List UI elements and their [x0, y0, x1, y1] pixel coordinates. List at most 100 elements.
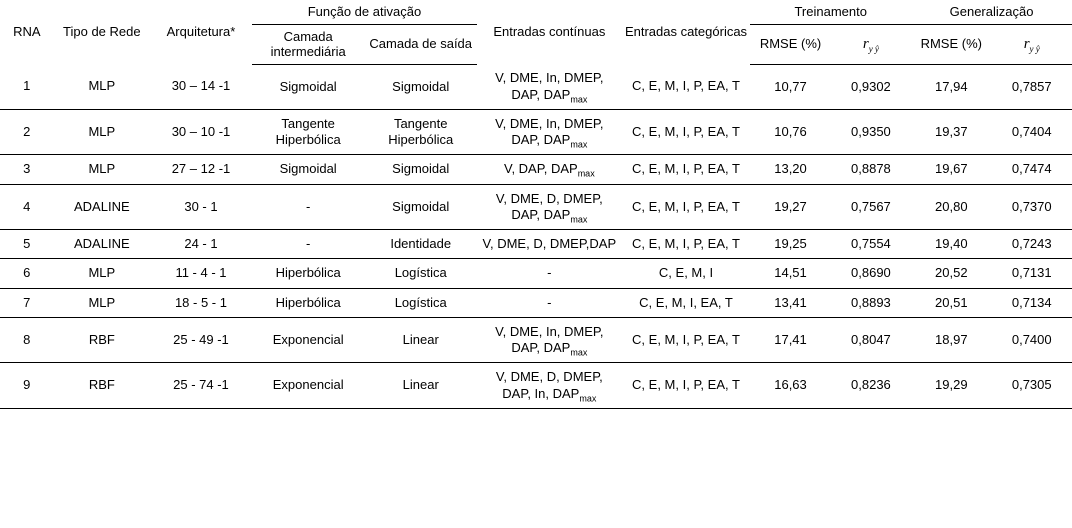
cell-fas: Sigmoidal [364, 73, 477, 101]
cell-fai: Tangente Hiperbólica [252, 110, 365, 155]
cell-ryy-gen: 0,7305 [991, 371, 1072, 399]
cell-ec: V, DME, D, DMEP, DAP, DAPmax [477, 185, 622, 230]
cell-fai: Exponencial [252, 371, 365, 399]
cell-fai: Hiperbólica [252, 259, 365, 287]
cell-rmse-train: 19,27 [750, 193, 830, 221]
cell-ecat: C, E, M, I, P, EA, T [622, 230, 751, 258]
cell-fai: Sigmoidal [252, 155, 365, 183]
cell-arq: 30 - 1 [150, 193, 252, 221]
cell-arq: 25 - 49 -1 [150, 326, 252, 354]
cell-fas: Linear [364, 326, 477, 354]
cell-arq: 30 – 10 -1 [150, 118, 252, 146]
cell-ecat: C, E, M, I, EA, T [622, 289, 751, 317]
cell-fas: Logística [364, 259, 477, 287]
cell-ryy-gen: 0,7400 [991, 326, 1072, 354]
cell-rna: 1 [0, 72, 54, 100]
table-row: 3MLP27 – 12 -1SigmoidalSigmoidalV, DAP, … [0, 155, 1072, 184]
cell-ryy-gen: 0,7857 [991, 73, 1072, 101]
cell-tipo: MLP [54, 259, 150, 287]
table-header: RNA Tipo de Rede Arquitetura* Função de … [0, 0, 1072, 64]
cell-tipo: ADALINE [54, 193, 150, 221]
cell-ryy-gen: 0,7404 [991, 118, 1072, 146]
table-row: 2MLP30 – 10 -1Tangente HiperbólicaTangen… [0, 109, 1072, 155]
table-row: 5ADALINE24 - 1-IdentidadeV, DME, D, DMEP… [0, 230, 1072, 259]
hdr-camada-saida: Camada de saída [364, 32, 477, 56]
cell-rmse-train: 13,20 [750, 155, 830, 183]
cell-fai: - [252, 193, 365, 221]
cell-tipo: ADALINE [54, 230, 150, 258]
table-body: 1MLP30 – 14 -1SigmoidalSigmoidalV, DME, … [0, 64, 1072, 408]
cell-ryy-train: 0,7554 [831, 230, 911, 258]
cell-ryy-train: 0,8236 [831, 371, 911, 399]
cell-fas: Sigmoidal [364, 155, 477, 183]
hdr-ryy-gen: ry ŷ [991, 31, 1072, 57]
cell-arq: 24 - 1 [150, 230, 252, 258]
hdr-treinamento: Treinamento [750, 0, 911, 25]
cell-rmse-train: 10,76 [750, 118, 830, 146]
cell-rna: 9 [0, 371, 54, 399]
hdr-funcao-ativacao: Função de ativação [252, 0, 477, 25]
cell-rmse-gen: 19,29 [911, 371, 991, 399]
cell-ec: V, DAP, DAPmax [477, 155, 622, 183]
cell-rna: 3 [0, 155, 54, 183]
cell-rmse-gen: 18,97 [911, 326, 991, 354]
cell-rmse-train: 14,51 [750, 259, 830, 287]
cell-ecat: C, E, M, I, P, EA, T [622, 155, 751, 183]
cell-tipo: MLP [54, 289, 150, 317]
cell-ryy-train: 0,9302 [831, 73, 911, 101]
cell-tipo: MLP [54, 155, 150, 183]
table-row: 6MLP11 - 4 - 1HiperbólicaLogística-C, E,… [0, 259, 1072, 288]
cell-arq: 25 - 74 -1 [150, 371, 252, 399]
cell-fas: Tangente Hiperbólica [364, 110, 477, 155]
hdr-tipo: Tipo de Rede [54, 20, 150, 44]
cell-rmse-gen: 19,40 [911, 230, 991, 258]
cell-rmse-train: 19,25 [750, 230, 830, 258]
hdr-generalizacao: Generalização [911, 0, 1072, 25]
cell-arq: 11 - 4 - 1 [150, 259, 252, 287]
cell-ryy-train: 0,8878 [831, 155, 911, 183]
cell-fas: Sigmoidal [364, 193, 477, 221]
cell-ec: V, DME, In, DMEP, DAP, DAPmax [477, 110, 622, 155]
cell-ecat: C, E, M, I, P, EA, T [622, 193, 751, 221]
cell-ecat: C, E, M, I [622, 259, 751, 287]
hdr-camada-intermediaria: Camada intermediária [252, 25, 365, 64]
cell-arq: 30 – 14 -1 [150, 72, 252, 100]
cell-rna: 2 [0, 118, 54, 146]
hdr-rna: RNA [0, 20, 54, 44]
cell-ryy-gen: 0,7131 [991, 259, 1072, 287]
cell-ec: V, DME, D, DMEP, DAP, In, DAPmax [477, 363, 622, 408]
cell-tipo: MLP [54, 72, 150, 100]
table-row: 9RBF25 - 74 -1ExponencialLinearV, DME, D… [0, 363, 1072, 409]
cell-rna: 4 [0, 193, 54, 221]
cell-ec: V, DME, In, DMEP, DAP, DAPmax [477, 64, 622, 109]
cell-fas: Identidade [364, 230, 477, 258]
table-row: 1MLP30 – 14 -1SigmoidalSigmoidalV, DME, … [0, 64, 1072, 109]
hdr-rmse-train: RMSE (%) [750, 32, 830, 56]
cell-ryy-gen: 0,7243 [991, 230, 1072, 258]
cell-rmse-gen: 17,94 [911, 73, 991, 101]
cell-ryy-train: 0,8047 [831, 326, 911, 354]
cell-rmse-train: 16,63 [750, 371, 830, 399]
cell-ec: V, DME, D, DMEP,DAP [477, 230, 622, 258]
cell-rmse-train: 17,41 [750, 326, 830, 354]
cell-arq: 18 - 5 - 1 [150, 289, 252, 317]
cell-tipo: RBF [54, 371, 150, 399]
cell-ryy-gen: 0,7370 [991, 193, 1072, 221]
rna-table: RNA Tipo de Rede Arquitetura* Função de … [0, 0, 1072, 409]
cell-tipo: MLP [54, 118, 150, 146]
cell-ec: - [477, 259, 622, 287]
cell-ryy-train: 0,8690 [831, 259, 911, 287]
hdr-ryy-train: ry ŷ [831, 31, 911, 57]
cell-ec: V, DME, In, DMEP, DAP, DAPmax [477, 318, 622, 363]
cell-ec: - [477, 289, 622, 317]
cell-rna: 6 [0, 259, 54, 287]
table-row: 4ADALINE30 - 1-SigmoidalV, DME, D, DMEP,… [0, 184, 1072, 230]
cell-rmse-gen: 19,37 [911, 118, 991, 146]
cell-rmse-train: 10,77 [750, 73, 830, 101]
hdr-entradas-categoricas: Entradas categóricas [622, 20, 751, 44]
cell-rna: 7 [0, 289, 54, 317]
cell-rmse-train: 13,41 [750, 289, 830, 317]
hdr-arquitetura: Arquitetura* [150, 20, 252, 44]
cell-fai: - [252, 230, 365, 258]
cell-rmse-gen: 19,67 [911, 155, 991, 183]
